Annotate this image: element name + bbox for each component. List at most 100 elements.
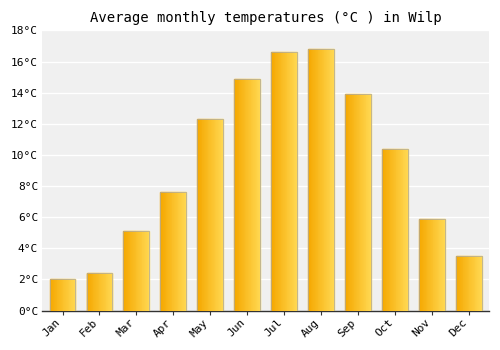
Bar [283,52,284,310]
Bar [175,192,176,310]
Bar [328,49,330,310]
Bar [461,256,462,310]
Bar [370,94,371,310]
Bar [163,192,164,310]
Bar [333,49,334,310]
Bar [222,119,223,310]
Bar [277,52,278,310]
Bar [392,149,393,310]
Bar [384,149,386,310]
Bar [459,256,460,310]
Bar [148,231,150,310]
Bar [243,79,244,310]
Bar [217,119,218,310]
Bar [291,52,292,310]
Bar [67,279,68,310]
Bar [346,94,348,310]
Bar [368,94,369,310]
Bar [198,119,223,310]
Bar [390,149,392,310]
Bar [288,52,289,310]
Bar [350,94,351,310]
Bar [462,256,464,310]
Bar [174,192,175,310]
Bar [220,119,222,310]
Bar [240,79,241,310]
Bar [312,49,313,310]
Bar [246,79,247,310]
Bar [107,273,108,310]
Bar [249,79,250,310]
Bar [440,219,441,310]
Bar [434,219,435,310]
Bar [166,192,168,310]
Bar [74,279,76,310]
Bar [332,49,333,310]
Bar [95,273,96,310]
Bar [146,231,148,310]
Bar [88,273,89,310]
Bar [180,192,181,310]
Bar [382,149,384,310]
Bar [103,273,104,310]
Bar [321,49,322,310]
Bar [466,256,467,310]
Bar [402,149,404,310]
Bar [56,279,58,310]
Bar [183,192,184,310]
Bar [102,273,103,310]
Bar [128,231,130,310]
Bar [61,279,62,310]
Bar [276,52,277,310]
Bar [66,279,67,310]
Bar [345,94,371,310]
Bar [472,256,473,310]
Bar [176,192,177,310]
Bar [234,79,260,310]
Bar [309,49,310,310]
Bar [64,279,65,310]
Bar [315,49,316,310]
Bar [144,231,145,310]
Bar [241,79,242,310]
Bar [52,279,53,310]
Bar [170,192,172,310]
Bar [467,256,468,310]
Bar [272,52,273,310]
Bar [426,219,428,310]
Bar [54,279,55,310]
Bar [58,279,59,310]
Bar [432,219,434,310]
Bar [253,79,254,310]
Bar [207,119,208,310]
Bar [319,49,320,310]
Bar [234,79,235,310]
Bar [205,119,206,310]
Bar [364,94,366,310]
Bar [62,279,64,310]
Bar [271,52,297,310]
Bar [470,256,471,310]
Bar [308,49,334,310]
Bar [125,231,126,310]
Bar [250,79,252,310]
Bar [199,119,200,310]
Bar [422,219,423,310]
Bar [354,94,356,310]
Bar [478,256,479,310]
Bar [279,52,280,310]
Bar [349,94,350,310]
Bar [108,273,109,310]
Bar [420,219,422,310]
Bar [479,256,480,310]
Bar [436,219,437,310]
Bar [252,79,253,310]
Bar [198,119,199,310]
Bar [278,52,279,310]
Bar [369,94,370,310]
Bar [73,279,74,310]
Bar [431,219,432,310]
Bar [324,49,326,310]
Bar [127,231,128,310]
Bar [160,192,162,310]
